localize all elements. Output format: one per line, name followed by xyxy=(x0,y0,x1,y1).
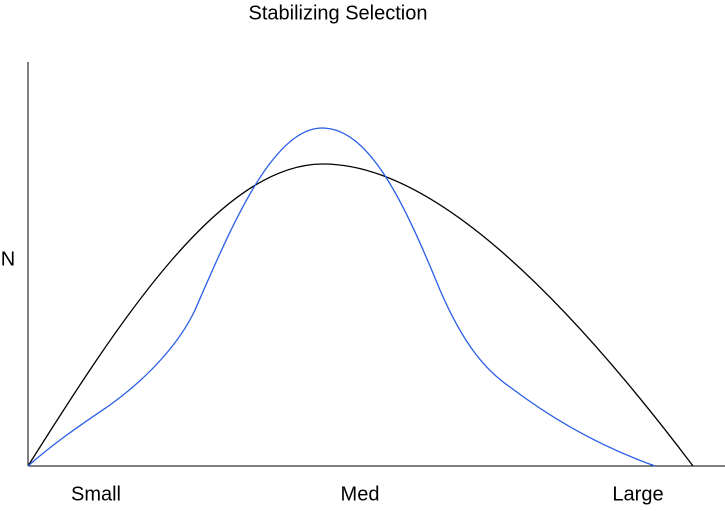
y-axis-label: N xyxy=(1,248,15,270)
x-label: Med xyxy=(341,483,380,505)
selected-curve xyxy=(27,127,656,467)
title: Stabilizing Selection xyxy=(249,2,428,24)
original-curve xyxy=(27,163,694,467)
x-label: Small xyxy=(71,483,121,505)
x-label: Large xyxy=(612,483,663,505)
